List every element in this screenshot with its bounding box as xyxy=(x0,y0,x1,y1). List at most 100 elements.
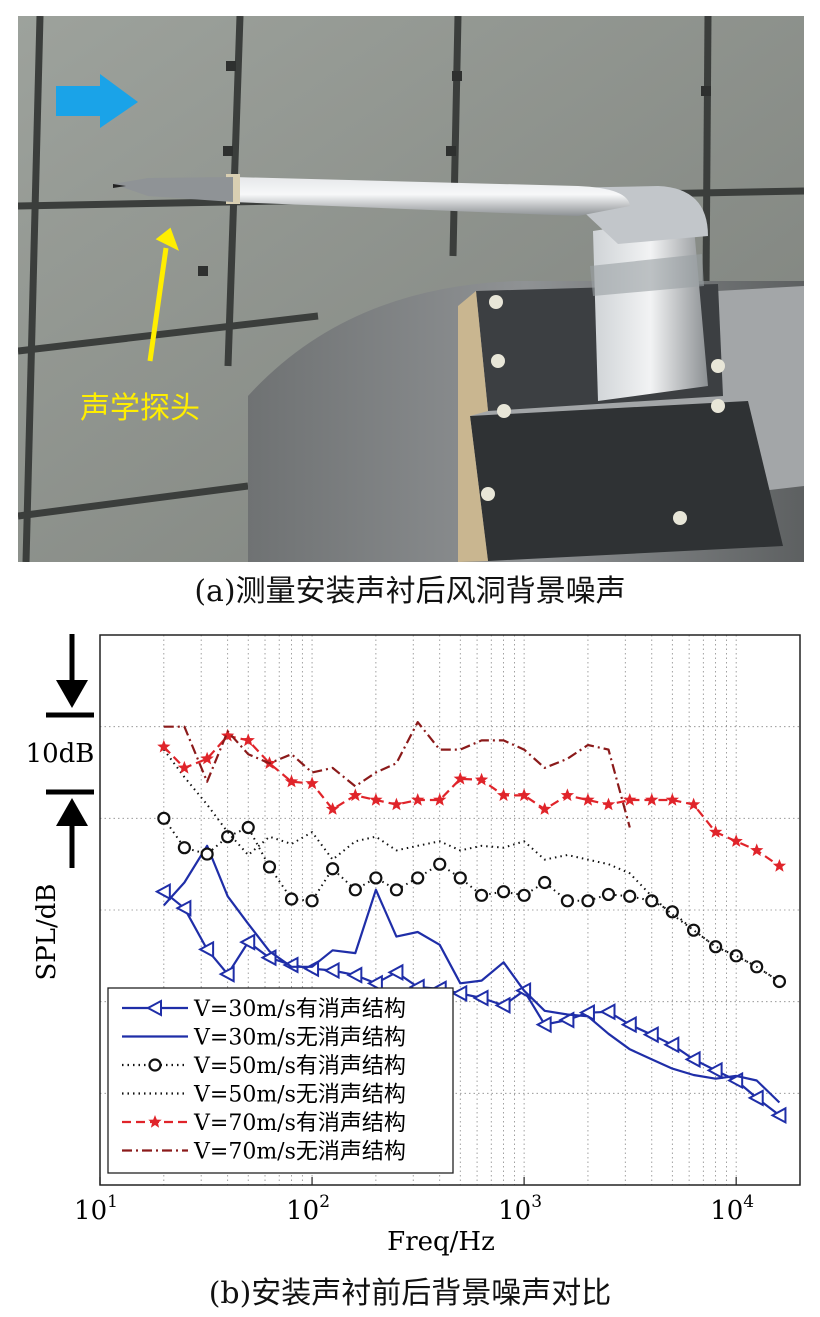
data-point xyxy=(221,830,235,844)
data-point xyxy=(620,1015,637,1034)
data-point xyxy=(517,788,531,802)
data-point xyxy=(772,974,787,989)
series-5 xyxy=(163,720,631,828)
data-point xyxy=(687,797,701,811)
legend-marker xyxy=(148,1115,162,1128)
scale-bar-label: 10dB xyxy=(26,739,95,769)
data-point xyxy=(709,940,723,954)
data-point xyxy=(729,949,743,963)
x-tick-exponent: 4 xyxy=(743,1192,754,1212)
data-point xyxy=(389,883,404,897)
legend-label: V=70m/s有消声结构 xyxy=(193,1111,406,1136)
flow-direction-arrow-icon xyxy=(56,74,138,128)
data-point xyxy=(346,966,363,984)
data-point xyxy=(601,887,616,902)
data-point xyxy=(601,797,616,811)
series-line xyxy=(162,817,780,983)
series-line xyxy=(163,734,781,867)
caption-b: (b)安装声衬前后背景噪声对比 xyxy=(208,1276,612,1311)
data-point xyxy=(198,940,215,959)
x-axis-label: Freq/Hz xyxy=(387,1227,495,1257)
legend-label: V=30m/s无消声结构 xyxy=(193,1026,406,1051)
data-point xyxy=(282,956,299,974)
x-tick-label: 101 xyxy=(74,1192,118,1226)
data-point xyxy=(175,899,192,917)
x-tick-exponent: 2 xyxy=(319,1192,330,1212)
data-point xyxy=(387,963,404,982)
data-point xyxy=(326,862,340,876)
data-point xyxy=(560,894,574,908)
series-line xyxy=(163,720,631,828)
data-point xyxy=(305,776,319,790)
data-point xyxy=(348,788,362,802)
series-3 xyxy=(162,749,780,983)
plot-frame xyxy=(99,634,801,1186)
data-point xyxy=(369,871,383,885)
data-point xyxy=(581,793,595,806)
legend-label: V=70m/s无消声结构 xyxy=(193,1140,406,1165)
data-point xyxy=(369,793,383,806)
data-point xyxy=(535,1015,552,1034)
legend-label: V=50m/s无消声结构 xyxy=(193,1083,406,1108)
data-point xyxy=(284,774,299,788)
scale-bar: 10dB xyxy=(26,634,95,868)
data-point xyxy=(684,1050,701,1069)
data-point xyxy=(323,961,340,980)
data-point xyxy=(558,1011,575,1029)
data-point xyxy=(200,847,214,861)
data-point xyxy=(411,871,425,885)
data-point xyxy=(772,859,787,872)
data-point xyxy=(581,894,595,908)
data-point xyxy=(538,802,552,815)
legend-box xyxy=(107,987,454,1174)
data-point xyxy=(221,728,235,742)
probe-strut xyxy=(593,216,708,401)
data-point xyxy=(262,860,277,874)
x-tick-label: 102 xyxy=(286,1192,330,1226)
scale-bar-down-arrow-icon xyxy=(56,680,88,708)
data-point xyxy=(578,1003,595,1022)
data-point xyxy=(433,857,447,871)
chart-grid xyxy=(99,634,801,1186)
data-point xyxy=(472,989,489,1007)
data-point xyxy=(154,882,171,901)
data-point xyxy=(305,894,319,908)
legend-label: V=30m/s有消声结构 xyxy=(193,997,406,1022)
data-point xyxy=(538,875,552,890)
data-point xyxy=(729,834,743,847)
data-point xyxy=(433,793,447,806)
data-point xyxy=(687,923,701,937)
chart-series xyxy=(154,720,787,1125)
data-point xyxy=(560,788,575,802)
data-point xyxy=(453,771,467,785)
x-tick-label: 103 xyxy=(498,1192,542,1226)
data-point xyxy=(750,843,764,857)
legend-label: V=50m/s有消声结构 xyxy=(193,1054,406,1079)
data-point xyxy=(496,788,511,802)
data-point xyxy=(770,1106,787,1125)
probe-tip xyxy=(113,177,233,202)
data-point xyxy=(157,739,171,753)
data-point xyxy=(200,751,214,765)
data-point xyxy=(663,1036,680,1054)
data-point xyxy=(474,772,489,786)
y-axis-label: SPL/dB xyxy=(32,883,62,980)
series-1 xyxy=(162,844,781,1104)
data-point xyxy=(709,825,723,838)
data-point xyxy=(474,888,489,902)
scale-bar-up-arrow-icon xyxy=(56,798,88,826)
x-tick-label: 104 xyxy=(710,1192,754,1226)
data-point xyxy=(284,892,299,906)
data-point xyxy=(496,885,511,899)
probe-pointer-arrow-icon xyxy=(147,247,169,362)
data-point xyxy=(325,802,340,815)
data-point xyxy=(623,793,637,806)
data-point xyxy=(218,965,235,983)
data-point xyxy=(494,996,511,1015)
series-line xyxy=(162,844,781,1104)
data-point xyxy=(453,871,467,885)
data-point xyxy=(623,889,637,903)
data-point xyxy=(645,793,659,806)
data-point xyxy=(665,905,679,919)
data-point xyxy=(157,811,171,825)
